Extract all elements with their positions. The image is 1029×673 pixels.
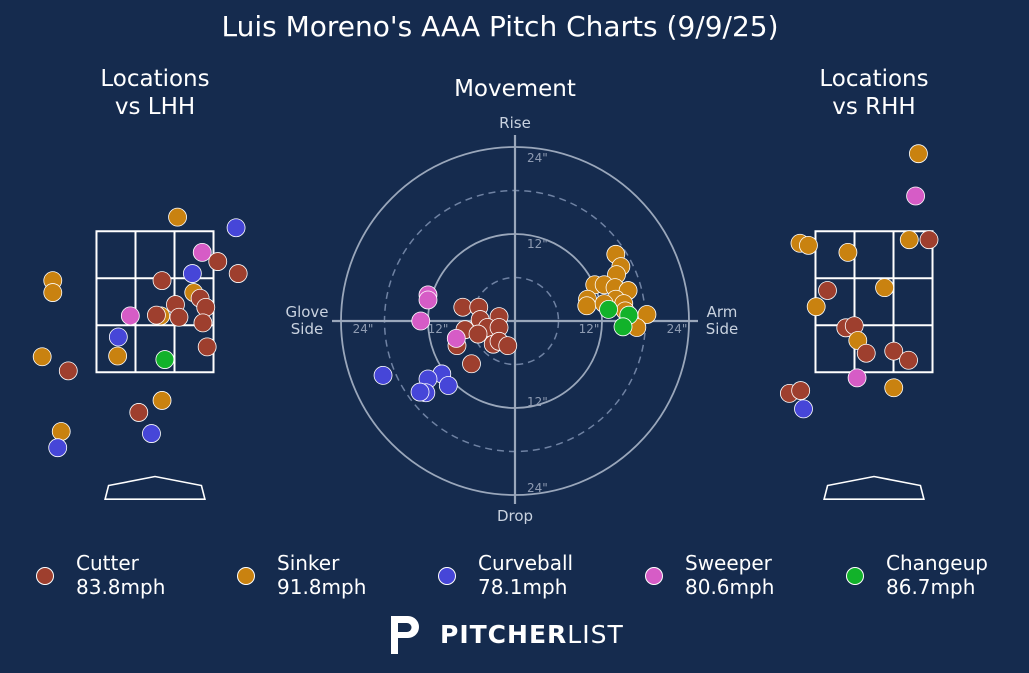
lhh-pitch-sinker xyxy=(32,347,52,367)
movement-pitch-curveball xyxy=(438,376,458,395)
glove-side-label: Glove Side xyxy=(285,303,329,338)
lhh-pitch-curveball xyxy=(48,438,68,458)
lhh-pitch-cutter xyxy=(58,361,78,381)
legend-item-sweeper: Sweeper 80.6mph xyxy=(645,551,835,601)
cutter-legend-dot xyxy=(36,567,54,585)
sweeper-legend-text: Sweeper 80.6mph xyxy=(685,551,775,599)
movement-pitch-cutter xyxy=(468,324,488,344)
movement-ring-tick-label: 12" xyxy=(527,237,548,251)
sinker-legend-text: Sinker 91.8mph xyxy=(277,551,367,599)
lhh-pitch-sinker xyxy=(168,207,187,227)
movement-ring-tick-label: 24" xyxy=(667,322,688,336)
movement-ring-tick-label: 24" xyxy=(527,481,548,495)
lhh-pitch-cutter xyxy=(208,252,228,271)
lhh-pitch-cutter xyxy=(129,403,149,422)
lhh-pitch-sweeper xyxy=(120,306,140,326)
lhh-home-plate xyxy=(104,475,206,500)
drop-label: Drop xyxy=(496,507,534,525)
movement-pitch-sweeper xyxy=(418,290,438,310)
movement-pitch-sweeper xyxy=(411,311,431,331)
rhh-pitch-cutter xyxy=(919,230,939,250)
movement-pitch-curveball xyxy=(410,382,430,402)
movement-pitch-changeup xyxy=(599,299,618,319)
lhh-pitch-cutter xyxy=(169,307,189,327)
rhh-pitch-sweeper xyxy=(847,368,867,388)
chart-title: Luis Moreno's AAA Pitch Charts (9/9/25) xyxy=(221,10,779,43)
movement-ring-tick-label: 12" xyxy=(579,322,600,336)
movement-pitch-cutter xyxy=(498,336,518,356)
lhh-location-plot xyxy=(32,207,248,500)
rhh-pitch-sinker xyxy=(884,378,904,398)
rhh-pitch-sinker xyxy=(799,235,818,255)
movement-pitch-cutter xyxy=(453,297,473,317)
rhh-pitch-sinker xyxy=(806,297,826,317)
lhh-pitch-cutter xyxy=(193,313,213,333)
rhh-pitch-sweeper xyxy=(906,186,925,206)
lhh-pitch-cutter xyxy=(228,264,248,283)
movement-plot: 24" 12" 12" 24" 24" 12" 12" 24" xyxy=(332,135,698,504)
rhh-pitch-sinker xyxy=(899,230,919,250)
lhh-pitch-sinker xyxy=(43,283,63,302)
pitcherlist-wordmark: PITCHERLIST xyxy=(440,620,624,649)
rhh-pitch-cutter xyxy=(818,281,837,300)
movement-pitch-sinker xyxy=(577,296,597,316)
rise-label: Rise xyxy=(499,114,531,132)
curveball-legend-dot xyxy=(438,567,456,585)
lhh-pitch-curveball xyxy=(226,218,246,238)
movement-ring-tick-label: 12" xyxy=(527,395,548,409)
lhh-strike-zone xyxy=(95,230,215,374)
rhh-home-plate xyxy=(823,475,925,500)
lhh-pitch-cutter xyxy=(196,297,216,317)
movement-pitch-sweeper xyxy=(446,328,466,348)
lhh-pitch-sinker xyxy=(108,346,128,366)
cutter-legend-text: Cutter 83.8mph xyxy=(76,551,166,599)
rhh-pitch-sinker xyxy=(909,144,928,164)
rhh-pitch-cutter xyxy=(856,343,876,363)
rhh-pitch-cutter xyxy=(884,341,904,361)
movement-panel-title: Movement xyxy=(454,76,576,102)
sinker-legend-dot xyxy=(237,567,255,585)
lhh-pitch-changeup xyxy=(155,350,175,369)
lhh-pitch-sinker xyxy=(51,422,71,441)
lhh-panel-title: Locations vs LHH xyxy=(100,66,210,120)
changeup-legend-text: Changeup 86.7mph xyxy=(886,551,988,599)
movement-pitch-changeup xyxy=(613,317,633,337)
lhh-pitch-sinker xyxy=(152,391,172,410)
legend-item-sinker: Sinker 91.8mph xyxy=(237,551,427,601)
movement-pitch-cutter xyxy=(462,354,481,374)
movement-ring-tick-label: 12" xyxy=(428,322,449,336)
pitcherlist-logo: PITCHERLIST xyxy=(388,612,628,658)
lhh-pitch-sweeper xyxy=(192,242,212,262)
lhh-pitch-curveball xyxy=(142,424,161,443)
movement-pitch-curveball xyxy=(373,365,393,385)
movement-ring-tick-label: 24" xyxy=(527,151,548,165)
legend-item-cutter: Cutter 83.8mph xyxy=(36,551,226,601)
changeup-legend-dot xyxy=(846,567,864,585)
rhh-pitch-cutter xyxy=(791,381,811,400)
arm-side-label: Arm Side xyxy=(705,303,739,338)
movement-ring-tick-label: 24" xyxy=(353,322,374,336)
lhh-pitch-cutter xyxy=(147,305,166,325)
rhh-pitch-curveball xyxy=(794,399,813,419)
legend-item-curveball: Curveball 78.1mph xyxy=(438,551,628,601)
rhh-panel-title: Locations vs RHH xyxy=(819,66,929,120)
lhh-pitch-curveball xyxy=(108,327,128,347)
lhh-pitch-cutter xyxy=(152,271,172,291)
sweeper-legend-dot xyxy=(645,567,663,585)
lhh-pitch-curveball xyxy=(182,264,202,283)
rhh-pitch-cutter xyxy=(899,350,918,370)
lhh-pitch-cutter xyxy=(197,337,217,357)
rhh-location-plot xyxy=(780,144,939,500)
legend-item-changeup: Changeup 86.7mph xyxy=(846,551,1029,601)
rhh-pitch-sinker xyxy=(838,242,858,262)
rhh-pitch-sinker xyxy=(875,278,894,298)
curveball-legend-text: Curveball 78.1mph xyxy=(478,551,574,599)
pitcherlist-p-icon xyxy=(391,616,419,654)
